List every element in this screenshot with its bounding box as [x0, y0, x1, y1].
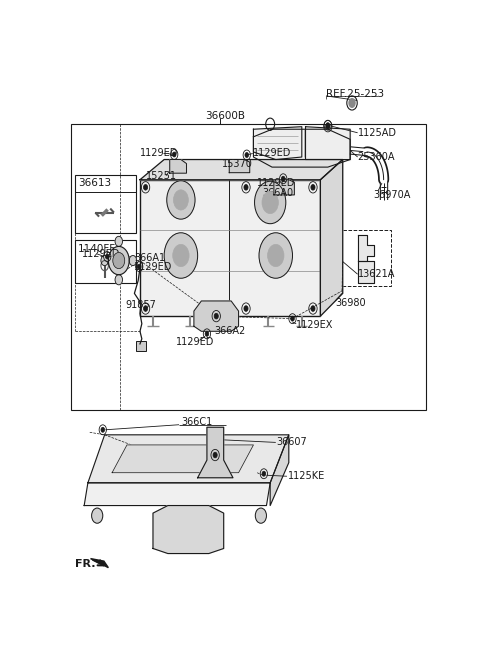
Bar: [75, 240, 136, 283]
Polygon shape: [194, 301, 239, 331]
Text: 366A1: 366A1: [134, 253, 166, 262]
Circle shape: [254, 181, 286, 224]
Circle shape: [311, 184, 315, 190]
Polygon shape: [253, 129, 350, 167]
Circle shape: [311, 306, 315, 312]
Polygon shape: [321, 159, 343, 316]
Polygon shape: [253, 127, 302, 159]
Text: 366A2: 366A2: [215, 326, 246, 337]
Polygon shape: [274, 180, 294, 195]
Text: 1140FF: 1140FF: [78, 245, 116, 255]
Text: 91857: 91857: [125, 300, 156, 310]
Text: 366C1: 366C1: [181, 417, 212, 427]
Circle shape: [213, 452, 217, 458]
Circle shape: [245, 152, 249, 157]
Circle shape: [144, 184, 148, 190]
Text: 1129EX: 1129EX: [296, 320, 334, 330]
Circle shape: [101, 427, 105, 432]
Circle shape: [137, 264, 141, 269]
Polygon shape: [170, 159, 186, 173]
Circle shape: [115, 275, 122, 285]
Text: 36607: 36607: [276, 438, 307, 447]
Circle shape: [348, 98, 356, 108]
Text: 1129ED: 1129ED: [252, 148, 291, 158]
Polygon shape: [84, 483, 270, 506]
Text: 36600B: 36600B: [205, 111, 245, 121]
Bar: [75, 174, 136, 233]
Text: 1129ED: 1129ED: [257, 178, 296, 188]
Circle shape: [108, 247, 129, 275]
Polygon shape: [91, 559, 108, 567]
Polygon shape: [112, 445, 253, 473]
Circle shape: [214, 314, 218, 319]
Circle shape: [326, 123, 330, 128]
Text: 36980: 36980: [335, 298, 366, 308]
Polygon shape: [229, 159, 250, 173]
Text: 15370: 15370: [222, 159, 252, 169]
Circle shape: [106, 254, 109, 259]
Circle shape: [262, 471, 265, 476]
Polygon shape: [358, 260, 374, 283]
Text: 1129ED: 1129ED: [83, 249, 120, 259]
Circle shape: [267, 245, 284, 266]
Text: 1125AD: 1125AD: [358, 128, 396, 138]
Text: 36970A: 36970A: [373, 190, 411, 200]
Circle shape: [129, 255, 137, 266]
Bar: [337, 230, 391, 286]
Text: REF.25-253: REF.25-253: [326, 89, 384, 99]
Text: FR.: FR.: [75, 559, 96, 569]
Bar: [136, 341, 145, 352]
Circle shape: [164, 233, 198, 278]
Circle shape: [326, 123, 330, 129]
Circle shape: [172, 152, 176, 157]
Circle shape: [92, 508, 103, 523]
Circle shape: [244, 184, 248, 190]
Circle shape: [101, 255, 108, 266]
Text: 1129ED: 1129ED: [177, 337, 215, 348]
Circle shape: [259, 233, 292, 278]
Text: 13621A: 13621A: [358, 269, 395, 279]
Circle shape: [115, 236, 122, 247]
Text: 25360A: 25360A: [358, 152, 395, 162]
Text: 36613: 36613: [78, 178, 111, 188]
Circle shape: [244, 306, 248, 312]
Polygon shape: [270, 435, 289, 506]
Circle shape: [144, 306, 148, 312]
Text: 15251: 15251: [145, 171, 177, 180]
Circle shape: [291, 316, 294, 321]
Polygon shape: [88, 435, 289, 483]
Bar: [71, 124, 426, 409]
Polygon shape: [153, 506, 224, 554]
Text: 1125KE: 1125KE: [288, 471, 325, 482]
Circle shape: [173, 190, 188, 210]
Text: 1129ED: 1129ED: [134, 262, 173, 272]
Circle shape: [255, 508, 266, 523]
Circle shape: [173, 245, 189, 266]
Polygon shape: [358, 236, 374, 260]
Circle shape: [262, 192, 278, 214]
Circle shape: [205, 331, 209, 337]
Circle shape: [281, 176, 285, 181]
Text: 366A0: 366A0: [263, 188, 294, 198]
Bar: [140, 180, 321, 316]
Circle shape: [113, 253, 125, 269]
Text: 1129ED: 1129ED: [140, 148, 179, 159]
Polygon shape: [140, 159, 343, 180]
Polygon shape: [198, 427, 233, 478]
Polygon shape: [305, 127, 350, 159]
Circle shape: [167, 181, 195, 219]
